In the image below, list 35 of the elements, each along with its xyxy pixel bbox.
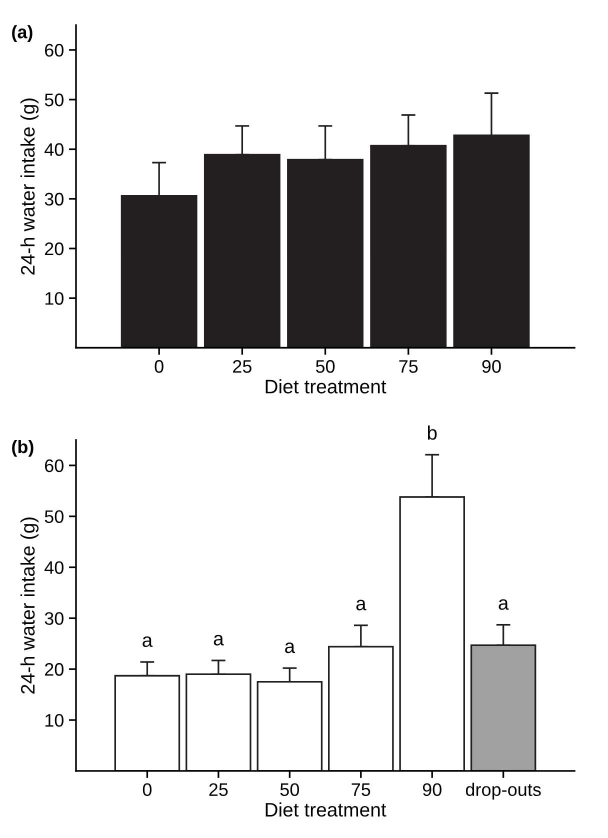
annotation: a	[498, 599, 509, 610]
annotation: a	[142, 636, 153, 648]
x-tick-label: 75	[352, 783, 370, 796]
y-axis-title: 24-h water intake (g)	[20, 98, 39, 275]
annotation: a	[356, 600, 366, 610]
y-tick-label: 50	[44, 94, 64, 106]
x-tick-label: 0	[142, 783, 152, 796]
x-tick-label: 25	[233, 360, 252, 373]
chart-title: (a)	[12, 25, 32, 42]
y-tick-label: 60	[45, 44, 64, 57]
x-tick-label: drop-outs	[466, 782, 541, 800]
y-tick-label: 30	[44, 612, 64, 625]
x-axis-title: Diet treatment	[266, 379, 386, 394]
y-tick-label: 10	[45, 714, 64, 727]
y-tick-label: 40	[44, 143, 64, 156]
x-tick-label: 75	[399, 360, 418, 373]
y-tick-label: 40	[44, 561, 64, 574]
annotation: a	[214, 634, 224, 646]
x-axis-title: Diet treatment	[266, 802, 386, 817]
x-tick-label: 90	[482, 360, 501, 373]
annotation: a	[285, 642, 296, 654]
chart-title: (b)	[12, 440, 34, 457]
y-tick-label: 10	[45, 292, 64, 305]
x-tick-label: 50	[280, 783, 300, 796]
y-tick-label: 60	[45, 459, 64, 472]
x-tick-label: 90	[422, 783, 442, 796]
x-tick-label: 50	[316, 360, 335, 373]
y-tick-label: 30	[44, 192, 64, 206]
y-tick-label: 20	[45, 663, 64, 676]
y-axis-title: 24-h water intake (g)	[20, 517, 39, 694]
x-tick-label: 25	[209, 783, 228, 796]
y-tick-label: 50	[44, 510, 64, 524]
annotation: b	[428, 425, 437, 440]
x-tick-label: 0	[154, 360, 164, 373]
y-tick-label: 20	[45, 242, 64, 256]
